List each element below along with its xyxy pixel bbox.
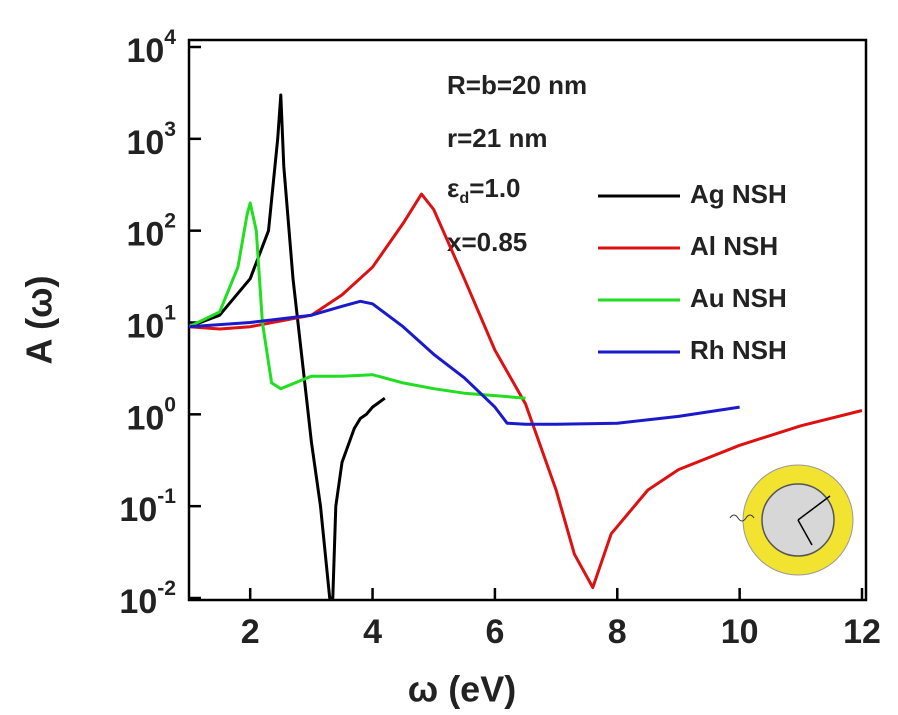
y-tick-label: 101 [126, 301, 176, 345]
legend-label: Ag NSH [690, 179, 787, 209]
y-tick-label: 102 [126, 209, 176, 253]
legend-label: Al NSH [690, 231, 778, 261]
plot-frame [187, 38, 868, 602]
plot-lines [189, 93, 863, 600]
x-axis-label: ω (eV) [408, 669, 516, 710]
x-tick-label: 12 [843, 613, 881, 651]
y-tick-label: 103 [126, 117, 176, 161]
series-line [189, 299, 740, 426]
inset-diagram [729, 464, 854, 576]
annotation: x=0.85 [447, 227, 527, 257]
x-tick-label: 4 [363, 613, 382, 651]
annotation: εd=1.0 [447, 173, 521, 207]
legend-label: Au NSH [690, 283, 787, 313]
y-tick-label: 104 [126, 26, 176, 70]
x-tick-label: 8 [608, 613, 627, 651]
annotation: R=b=20 nm [447, 70, 587, 100]
legend-label: Rh NSH [690, 335, 787, 365]
series-line [189, 201, 526, 400]
x-tick-label: 2 [241, 613, 260, 651]
annotation: r=21 nm [447, 123, 547, 153]
y-tick-label: 100 [126, 393, 176, 437]
y-tick-label: 10-2 [119, 577, 176, 621]
x-tick-label: 10 [721, 613, 759, 651]
x-tick-label: 6 [485, 613, 504, 651]
series-line [189, 93, 386, 600]
y-axis-label: A (ω) [19, 275, 60, 364]
series-line [189, 192, 863, 589]
y-tick-label: 10-1 [119, 485, 176, 529]
